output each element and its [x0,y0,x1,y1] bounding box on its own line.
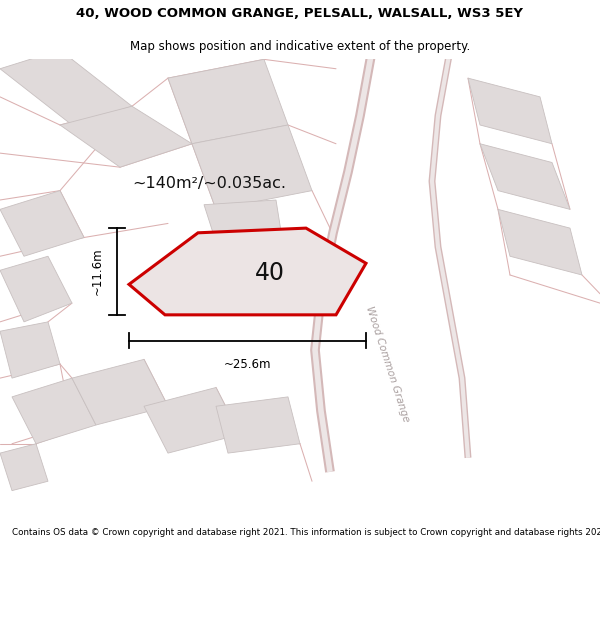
Polygon shape [12,378,96,444]
Text: ~11.6m: ~11.6m [91,248,104,295]
Polygon shape [168,59,288,144]
Polygon shape [144,388,240,453]
Polygon shape [498,209,582,275]
Polygon shape [192,125,312,209]
Text: ~25.6m: ~25.6m [224,358,271,371]
Text: 40: 40 [255,261,285,284]
Polygon shape [129,228,366,315]
Polygon shape [0,50,132,125]
Polygon shape [468,78,552,144]
Polygon shape [0,256,72,322]
Text: Contains OS data © Crown copyright and database right 2021. This information is : Contains OS data © Crown copyright and d… [12,528,600,537]
Polygon shape [216,397,300,453]
Polygon shape [0,444,48,491]
Text: Map shows position and indicative extent of the property.: Map shows position and indicative extent… [130,40,470,52]
Text: ~140m²/~0.035ac.: ~140m²/~0.035ac. [132,176,286,191]
Polygon shape [480,144,570,209]
Polygon shape [60,106,192,167]
Polygon shape [72,359,168,425]
Text: Wood Common Grange: Wood Common Grange [364,305,410,423]
Polygon shape [0,322,60,378]
Polygon shape [204,200,282,242]
Text: 40, WOOD COMMON GRANGE, PELSALL, WALSALL, WS3 5EY: 40, WOOD COMMON GRANGE, PELSALL, WALSALL… [77,6,523,19]
Polygon shape [0,191,84,256]
